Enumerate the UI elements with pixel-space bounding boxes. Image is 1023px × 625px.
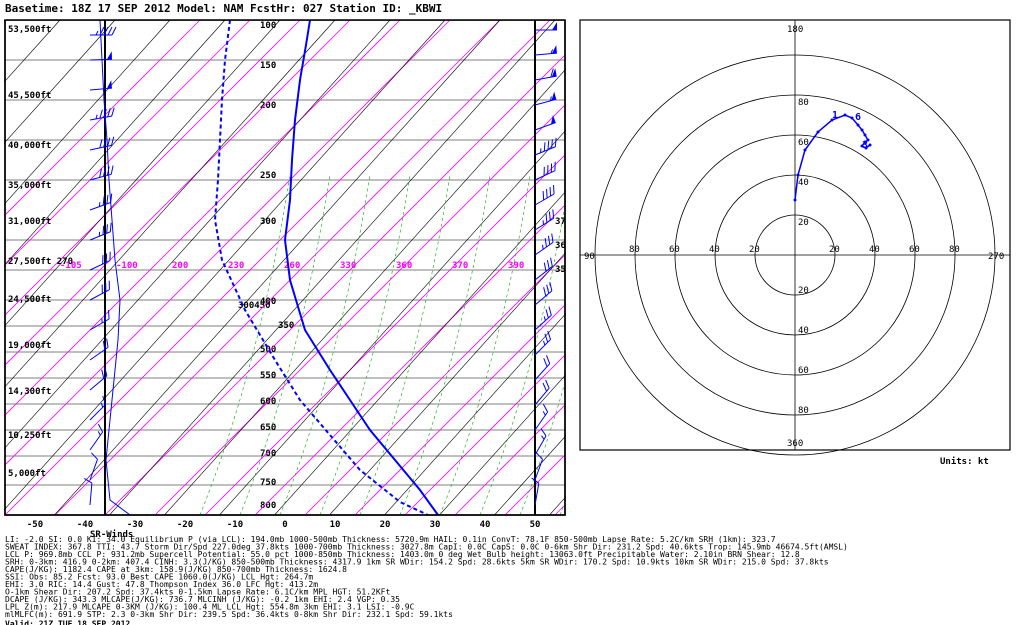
ring-label: 40 xyxy=(709,245,720,255)
header-line: Basetime: 18Z 17 SEP 2012 Model: NAM Fcs… xyxy=(5,2,442,15)
isotherm-label: 200 xyxy=(172,261,188,271)
xaxis-label: -40 xyxy=(77,520,93,530)
wind-barb xyxy=(90,27,116,35)
wind-barb xyxy=(83,424,104,450)
pressure-label: 750 xyxy=(260,478,276,488)
ring-label: 60 xyxy=(909,245,920,255)
ring-label: 40 xyxy=(798,178,809,188)
pressure-label: 100 xyxy=(260,21,276,31)
altitude-label: 45,500ft xyxy=(8,91,51,101)
xaxis-label: -30 xyxy=(127,520,143,530)
ring-label: 40 xyxy=(869,245,880,255)
isotherm-label: 390 xyxy=(508,261,524,271)
ring-label: 80 xyxy=(798,98,809,108)
ring-label: 80 xyxy=(629,245,640,255)
xaxis-label: 0 xyxy=(282,520,287,530)
altitude-label: 53,500ft xyxy=(8,25,51,35)
wind-barb xyxy=(87,223,114,240)
altitude-label: 19,000ft xyxy=(8,341,51,351)
wind-barb xyxy=(82,453,98,480)
ring-label: 20 xyxy=(798,286,809,296)
wind-barb xyxy=(529,355,552,380)
wind-barb xyxy=(90,51,112,60)
altitude-label: 31,000ft xyxy=(8,217,51,227)
altitude-label: 24,500ft xyxy=(8,295,51,305)
wind-barb xyxy=(534,68,557,80)
isotherm-label: 230 xyxy=(228,261,244,271)
wind-barb xyxy=(529,380,552,405)
altitude-label: 10,250ft xyxy=(8,431,51,441)
p-extra: 350 xyxy=(278,321,294,331)
ring-label: 80 xyxy=(798,406,809,416)
isotherm-label: -100 xyxy=(116,261,138,271)
wind-barb xyxy=(85,339,111,360)
hodo-marker: 1 xyxy=(832,110,838,121)
xaxis-label: -50 xyxy=(27,520,43,530)
xaxis-label: -10 xyxy=(227,520,243,530)
wind-barb xyxy=(86,281,113,300)
wind-barb xyxy=(89,80,112,90)
ring-label: 20 xyxy=(798,218,809,228)
wind-barb xyxy=(86,310,113,330)
hodo-axis-right: 270 xyxy=(988,252,1004,262)
wind-barb xyxy=(528,404,549,430)
pressure-label: 800 xyxy=(260,501,276,511)
ring-label: 20 xyxy=(829,245,840,255)
ring-label: 20 xyxy=(749,245,760,255)
wind-barb xyxy=(533,92,556,105)
xaxis-label: 10 xyxy=(330,520,341,530)
valid-line: Valid: 21Z TUE 18 SEP 2012 xyxy=(5,619,130,625)
xaxis-label: 50 xyxy=(530,520,541,530)
wind-barb xyxy=(89,108,116,120)
isotherm-label: 360 xyxy=(396,261,412,271)
xaxis-label: 20 xyxy=(380,520,391,530)
wind-barb xyxy=(85,367,110,390)
sounding-chart: Basetime: 18Z 17 SEP 2012 Model: NAM Fcs… xyxy=(0,0,1023,625)
hodo-axis-left: 90 xyxy=(584,252,595,262)
wind-barb xyxy=(88,137,115,150)
xaxis-label: 30 xyxy=(430,520,441,530)
wind-barb xyxy=(87,252,114,270)
isotherm-label: -105 xyxy=(60,261,82,271)
pressure-label: 300 xyxy=(260,217,276,227)
ring-label: 60 xyxy=(669,245,680,255)
altitude-label: 40,000ft xyxy=(8,141,51,151)
wind-barb xyxy=(535,22,557,30)
wind-barb xyxy=(534,45,557,55)
pressure-label: 250 xyxy=(260,171,276,181)
pressure-label: 200 xyxy=(260,101,276,111)
isotherm-label: 370 xyxy=(452,261,468,271)
xaxis-label: -20 xyxy=(177,520,193,530)
isotherm-label: 260 xyxy=(284,261,300,271)
altitude-label: 35,000ft xyxy=(8,181,51,191)
ring-label: 80 xyxy=(949,245,960,255)
altitude-label: 14,300ft xyxy=(8,387,51,397)
hodo-marker: 3 xyxy=(862,140,868,151)
altitude-label: 5,000ft xyxy=(8,469,46,479)
ring-label: 40 xyxy=(798,326,809,336)
xaxis-label: 40 xyxy=(480,520,491,530)
stats-line: mlMLFC(m): 691.9 STP: 2.3 0-3km Shr Dir:… xyxy=(5,610,453,619)
hodo-marker: 6 xyxy=(855,112,861,123)
hodo-axis-bottom: 360 xyxy=(787,439,803,449)
temperature-trace xyxy=(285,20,438,515)
pressure-label: 650 xyxy=(260,423,276,433)
hodo-units: Units: kt xyxy=(940,456,989,467)
pressure-label: 150 xyxy=(260,61,276,71)
hodo-axis-top: 180 xyxy=(787,25,803,35)
wind-barb xyxy=(530,282,555,305)
ring-label: 60 xyxy=(798,366,809,376)
pressure-label: 550 xyxy=(260,371,276,381)
wind-barb xyxy=(529,331,553,355)
isotherm-label: 330 xyxy=(340,261,356,271)
